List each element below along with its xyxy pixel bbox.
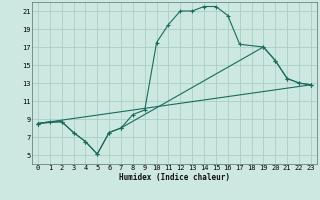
X-axis label: Humidex (Indice chaleur): Humidex (Indice chaleur) [119, 173, 230, 182]
